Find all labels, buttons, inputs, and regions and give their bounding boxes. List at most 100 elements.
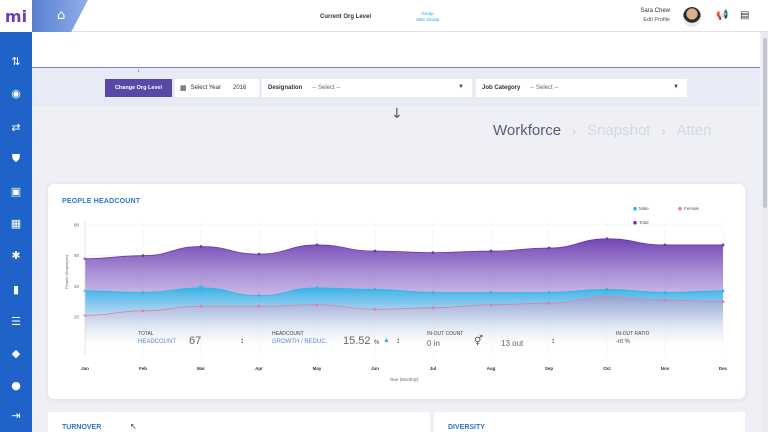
turnover-title: TURNOVER [62,424,102,431]
edit-profile-link[interactable]: Edit Profile [643,17,670,23]
legend-label-total: Total [639,220,649,225]
select-year-field[interactable]: ▦ Select Year 2016 [175,79,259,97]
turnover-card [48,412,430,432]
job-category-label: Job Category [482,85,521,91]
data-point-total [431,251,435,254]
x-tick-label: Apr [255,366,263,371]
data-point-male [547,291,551,294]
x-tick-label: Jul [430,366,437,371]
x-tick-label: Aug [487,366,496,371]
data-point-male [199,286,203,290]
y-axis-label: People (Employee) [64,254,69,289]
stat-total-line1: TOTAL [138,331,154,337]
page-scrollbar-thumb[interactable] [763,38,767,208]
data-point-female [489,303,493,307]
data-point-female [721,300,725,304]
sidebar-list-icon[interactable]: ☰ [11,314,21,328]
x-axis-label: Year (Monthly) [389,377,419,382]
sidebar-people-icon[interactable]: ⇅ [11,54,21,68]
x-tick-label: Nov [661,366,670,371]
pointer-arrow-icon: ↓ [137,68,140,74]
data-point-male [663,291,667,294]
x-tick-label: May [313,366,322,371]
data-point-female [431,306,435,310]
tab-separator: › [572,124,577,138]
sidebar-exit-icon[interactable]: ⇥ [11,408,21,422]
gender-icon: ⚥ [474,336,484,347]
data-point-total [315,243,319,247]
series-area-female [85,297,723,350]
change-org-level-button[interactable]: Change Org Level [105,79,172,97]
data-point-female [547,301,551,305]
scroll-down-arrow-icon: ↓ [391,106,403,122]
headcount-chart: 20 40 60 80 People (Employee) Jan Feb Mar Apr May… [64,206,728,382]
sidebar-target-icon[interactable]: ◉ [11,86,21,100]
x-tick-label: Dec [719,366,728,371]
series-line-female [84,296,724,316]
tab-workforce[interactable]: Workforce [493,122,562,139]
data-point-male [489,291,493,294]
sidebar-document-icon[interactable]: ▮ [12,282,20,296]
y-tick-label: 80 [74,223,80,228]
data-point-male [141,291,145,294]
data-point-total [373,249,377,253]
tab-separator: › [661,124,666,138]
stat-ratio-line1: IN-OUT RATIO [616,331,650,337]
logo-text: mi [4,6,28,26]
inout-updown-icon: ↕ [551,336,555,345]
data-point-male [721,289,725,293]
page-scrollbar[interactable] [762,32,768,432]
data-point-total [663,243,667,247]
select-year-value: 2016 [232,85,247,91]
avatar[interactable] [683,7,701,27]
sidebar-network-icon[interactable]: ✱ [11,248,21,262]
designation-label: Designation [268,85,303,91]
mouse-cursor-icon: ↖ [130,422,137,431]
data-point-total [605,237,609,241]
x-tick-label: Sep [545,366,554,371]
logout-icon[interactable]: ▤ [740,10,750,21]
sidebar-dashboard-icon[interactable]: ▦ [10,216,22,230]
org-group-line1: Group [421,11,434,16]
org-level-bar [32,32,760,68]
home-icon[interactable]: ⌂ [57,8,66,23]
data-point-total [257,252,261,256]
stat-inout-out: 13 out [501,339,524,348]
sidebar-globe-icon[interactable]: ● [11,378,21,392]
select-year-label: Select Year [190,85,221,91]
growth-updown-icon: ↕ [396,336,400,345]
headcount-title: PEOPLE HEADCOUNT [62,198,141,205]
stat-total-value: 67 [189,335,202,347]
data-point-total [199,245,203,248]
designation-select[interactable]: Designation -- Select -- ▼ [262,79,472,97]
data-point-female [141,309,145,313]
data-point-total [721,243,725,247]
org-group-link[interactable]: Group ABC Group [416,11,439,23]
legend-swatch-total [633,220,637,225]
data-point-male [257,294,261,297]
x-tick-label: Feb [139,366,147,371]
job-category-placeholder: -- Select -- [530,85,559,91]
org-level-label: Current Org Level [320,14,372,20]
x-tick-label: Jun [371,366,379,371]
job-category-select[interactable]: Job Category -- Select -- ▼ [476,79,687,97]
data-point-total [489,249,493,253]
sidebar-tag-icon[interactable]: ◆ [11,346,21,360]
legend-label-male: Male [639,206,649,211]
tab-attendance[interactable]: Atten [676,122,712,139]
org-group-line2: ABC Group [416,17,440,22]
stat-inout-line1: IN-OUT COUNT [427,331,464,337]
data-point-total [547,246,551,250]
sidebar-chat-icon[interactable]: ▣ [10,184,22,198]
announcement-icon[interactable]: 📢 [716,10,729,21]
diversity-card [434,412,745,432]
sidebar [0,0,32,432]
y-tick-label: 40 [74,284,80,289]
app-logo[interactable]: mi [0,0,32,32]
sidebar-transfer-icon[interactable]: ⇄ [11,120,21,134]
x-tick-label: Jan [81,366,89,371]
tab-snapshot[interactable]: Snapshot [587,122,651,139]
stat-growth-line2: GROWTH / REDUC. [272,339,328,345]
sidebar-shield-icon[interactable]: ⛊ [11,152,21,165]
diversity-title: DIVERSITY [448,424,485,431]
